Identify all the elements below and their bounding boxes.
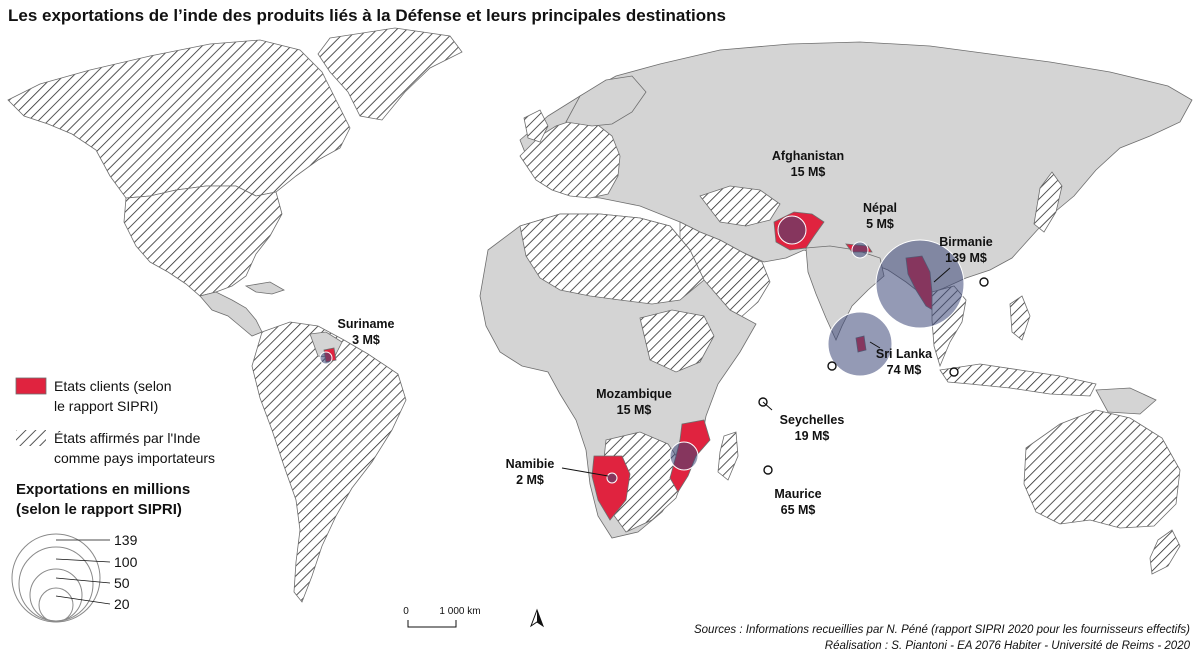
label-sri-lanka-value: 74 M$ [887, 363, 922, 377]
label-maurice-value: 65 M$ [781, 503, 816, 517]
legend-hatch-line1: États affirmés par l'Inde [54, 430, 201, 446]
legend-size-title-line1: Exportations en millions [16, 481, 190, 498]
leader-lines [561, 267, 951, 477]
scale-zero: 0 [403, 606, 409, 617]
label-afghanistan-value: 15 M$ [791, 165, 826, 179]
credits-note: Réalisation : S. Piantoni - EA 2076 Habi… [824, 640, 1190, 652]
island-markers [758, 277, 989, 475]
legend-size-139: 139 [114, 532, 138, 548]
scandinavia [565, 75, 647, 127]
scale-bar: 0 1 000 km [403, 606, 481, 628]
export-bubbles [319, 215, 965, 484]
label-namibie-value: 2 M$ [516, 473, 544, 487]
label-seychelles-value: 19 M$ [795, 429, 830, 443]
bubble-mozambique [669, 441, 699, 471]
north-arrow-icon [529, 608, 545, 628]
south-america [251, 321, 407, 603]
central-asia [699, 185, 781, 227]
label-birmanie-value: 139 M$ [945, 251, 987, 265]
legend-hatch-line2: comme pays importateurs [54, 450, 215, 466]
label-seychelles-name: Seychelles [780, 413, 845, 427]
legend-circle-20 [38, 587, 74, 623]
bubble-sri-lanka [827, 311, 893, 377]
label-mozambique-name: Mozambique [596, 387, 672, 401]
label-afghanistan-name: Afghanistan [772, 149, 844, 163]
east-africa [639, 309, 715, 373]
madagascar [717, 431, 739, 481]
japan [1033, 171, 1063, 233]
marker-singapore [949, 367, 959, 377]
legend-circle-50 [29, 568, 83, 622]
legend-size-50: 50 [114, 575, 130, 591]
bubble-suriname [319, 351, 333, 365]
north-america-south [123, 185, 283, 297]
indonesia [939, 363, 1097, 397]
label-suriname-value: 3 M$ [352, 333, 380, 347]
namibia [591, 455, 631, 521]
label-birmanie-name: Birmanie [939, 235, 993, 249]
marker-hongkong [979, 277, 989, 287]
map-title: Les exportations de l’inde des produits … [8, 6, 726, 25]
north-america-north [7, 39, 351, 199]
label-namibie-name: Namibie [506, 457, 555, 471]
legend-size-circles [11, 533, 101, 623]
greenland [317, 27, 463, 121]
legend-size-leaders [55, 539, 111, 605]
central-america [199, 291, 263, 337]
australia [1023, 409, 1181, 529]
legend-size-100: 100 [114, 554, 138, 570]
legend-client-swatch [15, 377, 47, 395]
europe-west [519, 119, 621, 199]
label-suriname-name: Suriname [338, 317, 395, 331]
eurasia [519, 41, 1193, 297]
bubble-nepal [851, 241, 869, 259]
landmasses [7, 27, 1193, 603]
africa-north [519, 213, 705, 305]
label-maurice-name: Maurice [774, 487, 821, 501]
bubble-afghanistan [777, 215, 807, 245]
bubble-namibie [606, 472, 618, 484]
marker-maurice [763, 465, 773, 475]
destination-labels: Afghanistan 15 M$ Népal 5 M$ Birmanie 13… [338, 149, 993, 517]
scale-distance: 1 000 km [439, 606, 480, 617]
caribbean [244, 281, 285, 295]
legend-hatch-swatch [16, 430, 46, 446]
legend-size-20: 20 [114, 596, 130, 612]
legend: Etats clients (selon le rapport SIPRI) É… [11, 377, 215, 623]
legend-circle-100 [18, 546, 94, 622]
new-zealand [1149, 529, 1181, 575]
philippines [1009, 295, 1031, 341]
new-guinea [1095, 387, 1157, 415]
bubble-birmanie [875, 239, 965, 329]
label-nepal-value: 5 M$ [866, 217, 894, 231]
label-mozambique-value: 15 M$ [617, 403, 652, 417]
sources-note: Sources : Informations recueillies par N… [693, 624, 1190, 636]
marker-maldives [827, 361, 837, 371]
british-isles [523, 109, 549, 143]
legend-size-title-line2: (selon le rapport SIPRI) [16, 501, 182, 518]
legend-client-line2: le rapport SIPRI) [54, 398, 158, 414]
label-nepal-name: Népal [863, 201, 897, 215]
label-sri-lanka-name: Sri Lanka [876, 347, 933, 361]
legend-client-line1: Etats clients (selon [54, 378, 172, 394]
